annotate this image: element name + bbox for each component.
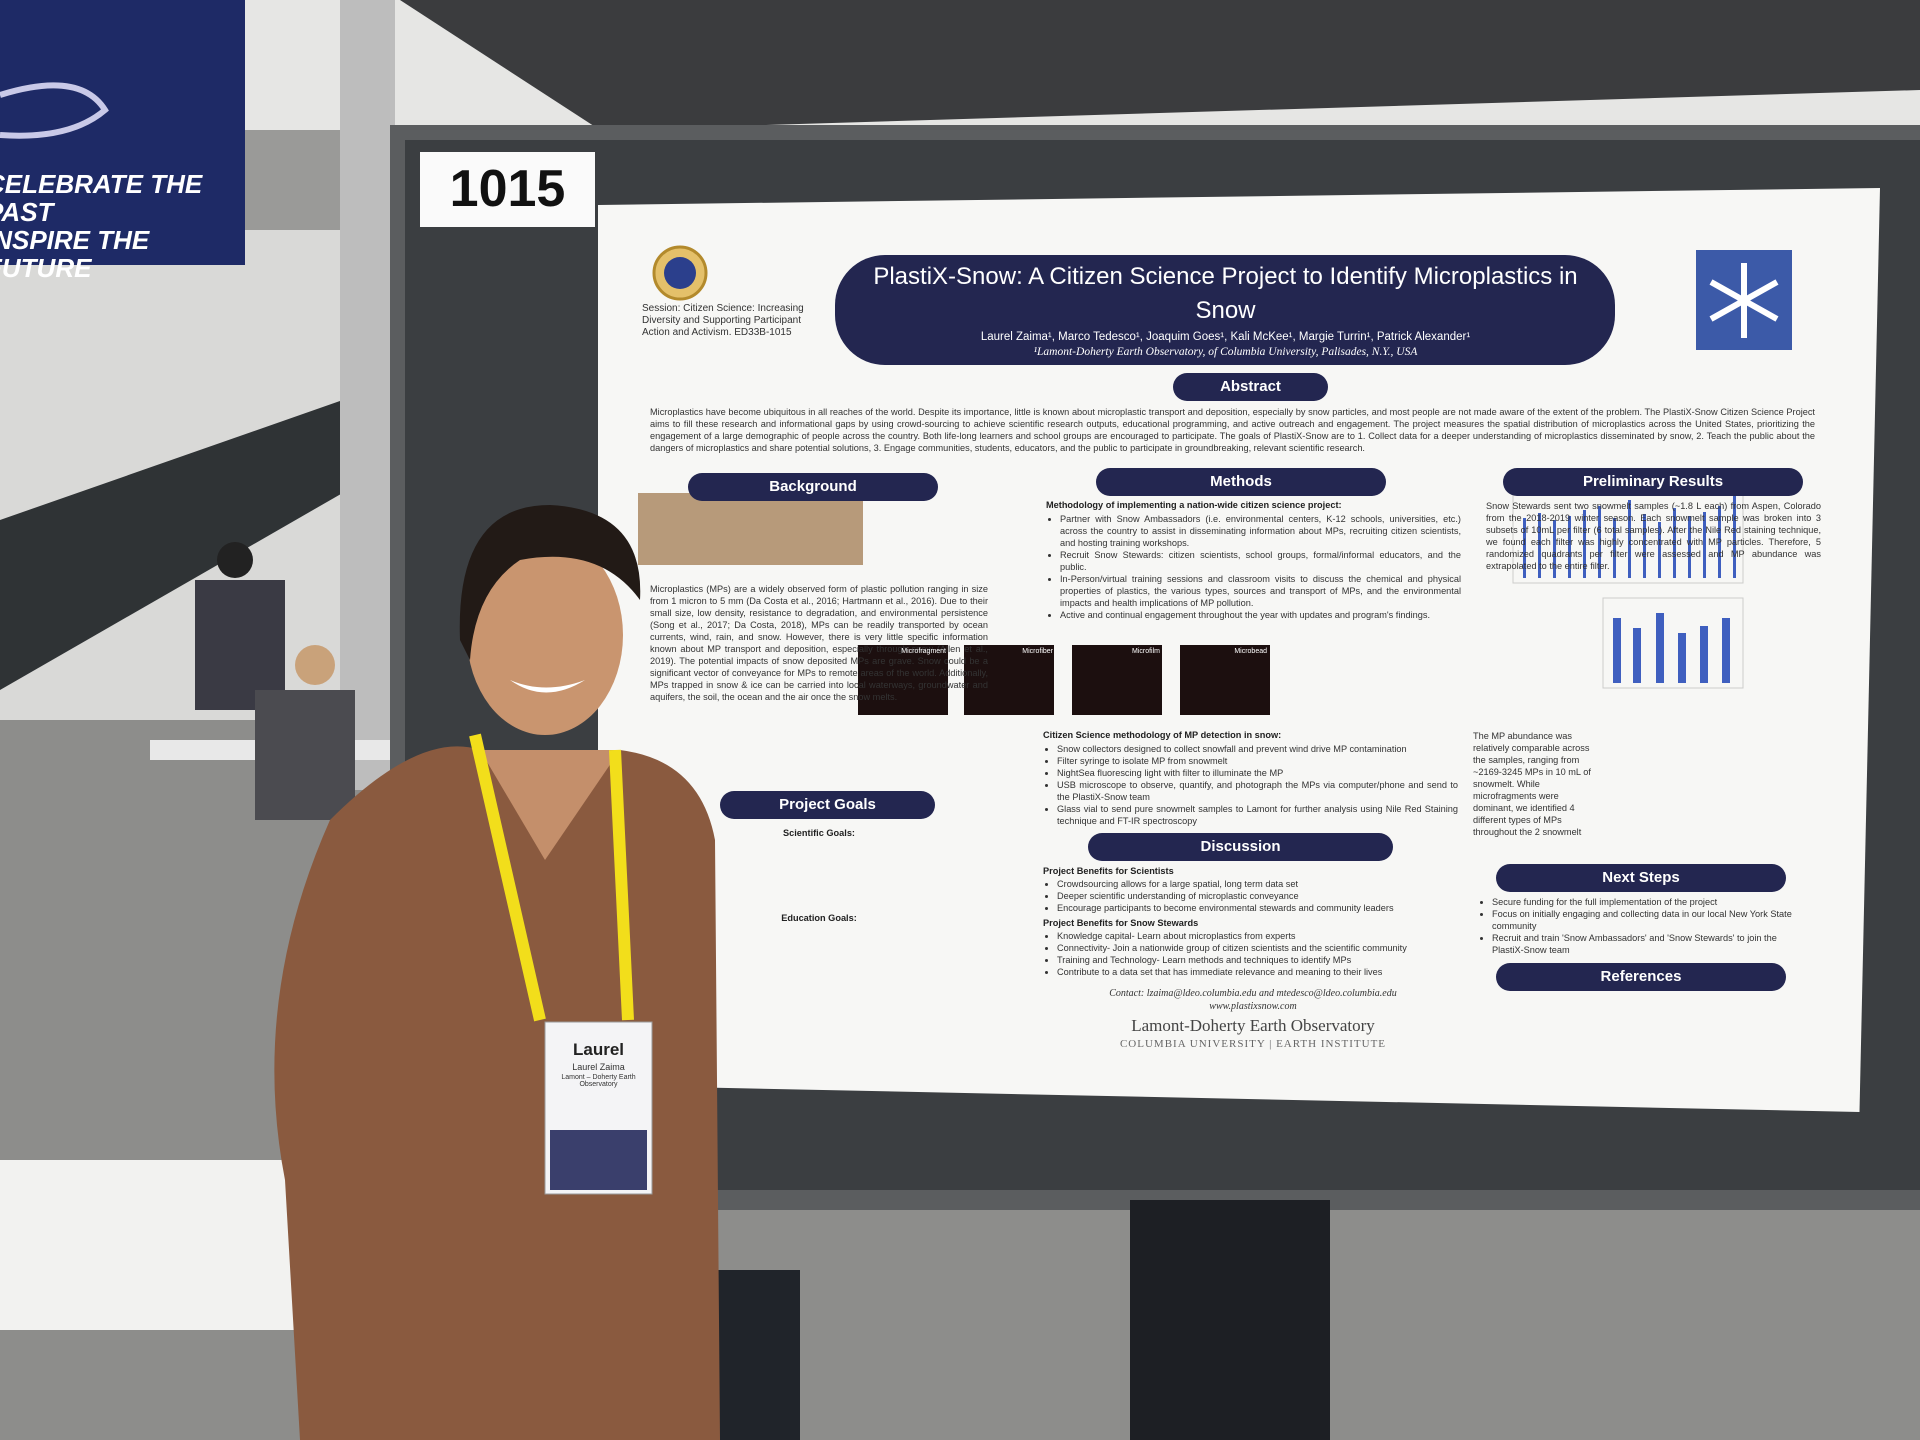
discussion-list: Crowdsourcing allows for a large spatial… [1043,878,1463,918]
background-person-body [195,580,285,710]
section-heading: Methods [1096,468,1386,496]
bullet-item: Deeper scientific understanding of micro… [1057,890,1463,902]
bullet-item: Contribute to a data set that has immedi… [1057,966,1463,978]
badge-first-name: Laurel [572,1040,625,1059]
sweater [274,746,720,1440]
nsf-logo-center [664,257,696,289]
seated-person [295,645,335,685]
pole [340,0,395,790]
session-text: Session: Citizen Science: Increasing Div… [642,303,804,338]
bullet-item: Partner with Snow Ambassadors (i.e. envi… [1060,513,1461,549]
bullet-item: NightSea fluorescing light with filter t… [1057,767,1458,779]
microscope-images [858,645,1270,715]
poster: Session: Citizen Science: Increasing Div… [598,188,1880,1112]
bullet-item: Crowdsourcing allows for a large spatial… [1057,878,1463,890]
ceiling-beam [400,0,1920,130]
section-heading: Next Steps [1496,864,1786,892]
badge-graphic [550,1130,647,1190]
methods-list: Partner with Snow Ambassadors (i.e. envi… [1046,513,1461,638]
results-chart [1512,487,1744,689]
image-label: Microfiber [1022,648,1053,655]
badge-full-name: Laurel Zaima [572,1062,625,1072]
section-heading: Project Goals [720,791,935,819]
lanyard [469,733,634,1022]
methods-intro: Methodology of implementing a nation-wid… [1046,500,1342,510]
results-text: Snow Stewards sent two snowmelt samples … [1486,501,1821,571]
goals-subhead: Scientific Goals: [783,828,855,838]
discussion-subhead: Project Benefits for Scientists [1043,866,1174,876]
contact: Contact: lzaima@ldeo.columbia.edu and mt… [1109,988,1397,999]
bullet-list: Knowledge capital- Learn about microplas… [1043,930,1463,978]
bullet-item: Recruit Snow Stewards: citizen scientist… [1060,549,1461,573]
bullet-list: Crowdsourcing allows for a large spatial… [1043,878,1463,914]
poster-title: PlastiX-Snow: A Citizen Science Project … [873,263,1578,324]
poster-affiliation: ¹Lamont-Doherty Earth Observatory, of Co… [1033,346,1418,358]
discussion-list: Knowledge capital- Learn about microplas… [1043,930,1463,982]
neck [480,750,620,860]
bullet-list: Secure funding for the full implementati… [1478,896,1798,956]
section-heading: Background [688,473,938,501]
bullet-item: Secure funding for the full implementati… [1492,896,1798,908]
booth-number: 1015 [449,160,566,218]
lamont-logo: Lamont-Doherty Earth Observatory [1131,1016,1375,1035]
section-heading: References [1496,963,1786,991]
section-heading: Discussion [1088,833,1393,861]
bullet-item: USB microscope to observe, quantify, and… [1057,779,1458,803]
title-banner [835,255,1615,365]
bullet-item: Filter syringe to isolate MP from snowme… [1057,755,1458,767]
abstract-text: Microplastics have become ubiquitous in … [650,407,1815,453]
detection-list: Snow collectors designed to collect snow… [1043,743,1458,833]
banner-line: CELEBRATE THE PAST [0,169,203,227]
bullet-item: Snow collectors designed to collect snow… [1057,743,1458,755]
smile [510,680,585,693]
results-text: The MP abundance was relatively comparab… [1473,731,1591,840]
banner-text: CELEBRATE THE PAST INSPIRE THE FUTURE [0,170,231,282]
poster-graphics [638,245,1792,715]
poster-authors: Laurel Zaima¹, Marco Tedesco¹, Joaquim G… [980,331,1471,343]
bullet-item: Encourage participants to become environ… [1057,902,1463,914]
bullet-item: Training and Technology- Learn methods a… [1057,954,1463,966]
discussion-subhead: Project Benefits for Snow Stewards [1043,918,1199,928]
visitor-legs [1130,1200,1330,1440]
table [0,1160,340,1330]
stair [0,380,400,690]
snowflake [1709,263,1779,338]
micrograph-photos [638,493,863,565]
lamont-logo-sub: COLUMBIA UNIVERSITY | EARTH INSTITUTE [1119,1038,1387,1050]
next-steps-list: Secure funding for the full implementati… [1478,896,1798,958]
image-label: Microfilm [1132,648,1160,655]
section-heading: Abstract [1173,373,1328,401]
bullet-item: In-Person/virtual training sessions and … [1060,573,1461,609]
bullet-item: Connectivity- Join a nationwide group of… [1057,942,1463,954]
image-label: Microfragment [901,648,946,655]
detection-intro: Citizen Science methodology of MP detect… [1043,730,1282,740]
goals-subhead: Education Goals: [781,913,857,923]
website: www.plastixsnow.com [1209,1001,1297,1012]
seated-person-body [255,690,355,820]
bullet-item: Knowledge capital- Learn about microplas… [1057,930,1463,942]
bullet-item: Focus on initially engaging and collecti… [1492,908,1798,932]
badge-org: Lamont – Doherty Earth Observatory [561,1074,636,1088]
bullet-item: Glass vial to send pure snowmelt samples… [1057,803,1458,827]
bullet-item: Active and continual engagement througho… [1060,609,1461,621]
background-person [217,542,253,578]
booth-card [420,152,595,227]
bullet-list: Snow collectors designed to collect snow… [1043,743,1458,827]
image-label: Microbead [1234,648,1267,655]
bullet-list: Partner with Snow Ambassadors (i.e. envi… [1046,513,1461,621]
face [467,535,623,735]
bullet-item: Recruit and train 'Snow Ambassadors' and… [1492,932,1798,956]
section-heading: Preliminary Results [1503,468,1803,496]
banner-line: INSPIRE THE FUTURE [0,225,150,283]
background-text: Microplastics (MPs) are a widely observe… [650,584,988,702]
hair [459,505,641,660]
banner-swoosh [0,82,109,139]
